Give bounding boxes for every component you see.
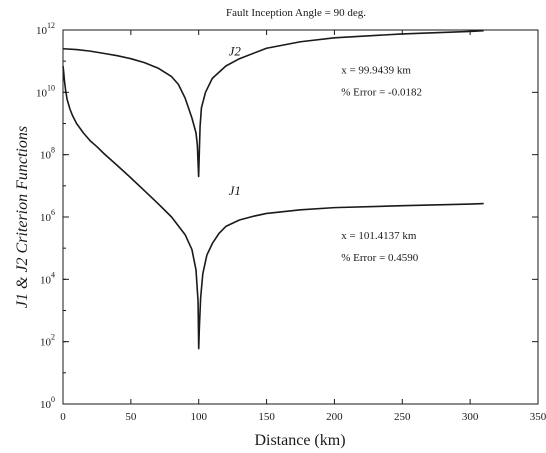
chart-title: Fault Inception Angle = 90 deg.	[226, 7, 366, 19]
annotation-text: x = 99.9439 km	[341, 65, 411, 77]
y-axis-label: J1 & J2 Criterion Functions	[14, 126, 31, 308]
x-tick-label: 200	[326, 411, 343, 423]
series-line-j2	[62, 29, 484, 178]
x-tick-label: 150	[258, 411, 275, 423]
series-label-j2: J2	[229, 44, 242, 59]
annotation-text: % Error = 0.4590	[341, 252, 419, 264]
x-tick-label: 0	[60, 411, 66, 423]
annotation-text: % Error = -0.0182	[341, 87, 422, 99]
y-tick-label: 108	[40, 146, 55, 162]
annotations: J2 J1 x = 99.9439 km % Error = -0.0182 x = 1…	[229, 44, 422, 264]
plot-area	[62, 29, 539, 405]
series-line-j1	[62, 65, 484, 350]
x-tick-label: 50	[125, 411, 137, 423]
y-tick-label: 100	[40, 395, 55, 411]
x-tick-label: 350	[530, 411, 546, 423]
x-axis-label: Distance (km)	[254, 432, 345, 449]
series-label-j1: J1	[229, 183, 241, 198]
x-tick-label: 300	[462, 411, 479, 423]
y-tick-label: 102	[40, 333, 55, 349]
y-tick-label: 106	[40, 208, 55, 224]
y-tick-label: 1010	[36, 83, 55, 99]
x-tick-label: 250	[394, 411, 411, 423]
y-axis: 100 102 104 106 108 1010 1012	[36, 21, 538, 411]
y-tick-label: 1012	[36, 21, 55, 37]
y-tick-label: 104	[40, 270, 55, 286]
x-tick-label: 100	[190, 411, 207, 423]
x-axis: 0 50 100 150 200 250 300 350	[60, 30, 546, 423]
annotation-text: x = 101.4137 km	[341, 230, 417, 242]
